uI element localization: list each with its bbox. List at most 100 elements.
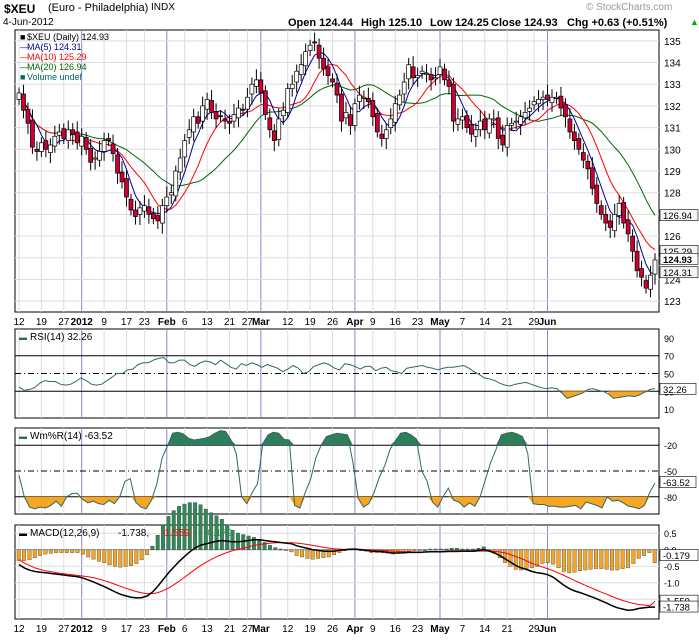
price-legend-marker: ■ (20, 32, 25, 42)
candle-down (271, 130, 277, 141)
candle-down (21, 93, 26, 111)
candle-down (589, 167, 595, 189)
macd-histogram-bar (22, 549, 27, 561)
macd-histogram-bar (439, 548, 443, 551)
macd-histogram-bar (139, 549, 144, 561)
macd-histogram-bar (262, 542, 267, 550)
candle-down (83, 137, 89, 150)
x-axis-tick-label: 17 (121, 317, 133, 328)
candle-down (119, 171, 125, 183)
macd-histogram-bar (48, 549, 53, 554)
macd-value-tag-label: -0.179 (663, 551, 690, 562)
macd-histogram-bar (198, 504, 203, 550)
macd-histogram-bar (214, 515, 219, 550)
macd-histogram-bar (529, 549, 534, 569)
candle-down (630, 235, 635, 252)
candle-down (115, 154, 120, 174)
rsi-legend-marker: ▬ (19, 333, 27, 342)
x-axis-tick-label: 12 (13, 317, 25, 328)
macd-histogram-bar (59, 549, 64, 553)
candle-up (56, 131, 62, 136)
macd-histogram-bar (150, 545, 155, 550)
low-label: Low 124.25 (430, 17, 489, 29)
x-axis-tick-label: 27 (242, 624, 254, 635)
candle-up (522, 112, 528, 119)
macd-histogram-bar (561, 549, 566, 572)
macd-histogram-bar (604, 549, 609, 570)
price-y-tick-label: 135 (664, 37, 681, 48)
candle-down (70, 129, 76, 135)
x-axis-tick-label: 27 (58, 624, 70, 635)
candle-down (133, 209, 138, 217)
macd-histogram-bar (54, 549, 59, 553)
x-axis-tick-label: 21 (224, 624, 236, 635)
macd-histogram-bar (38, 549, 43, 556)
candle-down (500, 134, 506, 146)
candle-down (625, 219, 631, 235)
price-legend-entry: MA(20) 126.94 (27, 62, 87, 72)
candle-down (482, 118, 488, 131)
candle-down (312, 41, 317, 44)
macd-y-tick-label: -1.0 (664, 579, 680, 589)
price-y-tick-label: 134 (664, 59, 681, 70)
macd-histogram-bar (455, 548, 459, 550)
candle-up (549, 96, 555, 104)
macd-histogram-bar (267, 545, 272, 550)
macd-histogram-bar (289, 549, 294, 553)
candle-up (357, 94, 362, 102)
macd-histogram-bar (519, 549, 524, 571)
price-y-tick-label: 123 (664, 297, 681, 308)
candle-down (334, 82, 340, 96)
price-y-tick-label: 129 (664, 167, 681, 178)
macd-histogram-bar (16, 549, 21, 561)
candle-down (639, 268, 644, 278)
macd-line (18, 539, 655, 612)
x-axis-tick-label: 9 (370, 624, 376, 635)
candle-up (92, 157, 98, 160)
x-axis-tick-label: Feb (158, 624, 176, 635)
price-legend-marker: ■ (20, 72, 25, 82)
x-axis-tick-label: 14 (479, 624, 491, 635)
macd-histogram-bar (636, 549, 641, 559)
candle-up (168, 192, 174, 196)
macd-histogram-bar (118, 549, 123, 568)
macd-histogram-bar (193, 502, 198, 550)
candle-up (477, 120, 483, 131)
x-axis-tick-label: May (430, 317, 450, 328)
candle-down (634, 250, 640, 272)
price-y-tick-label: 124 (664, 275, 681, 286)
x-axis-tick-label: 21 (502, 624, 514, 635)
macd-histogram-bar (273, 547, 278, 550)
candle-down (213, 110, 219, 120)
candle-down (146, 206, 152, 215)
candle-down (598, 205, 604, 215)
x-axis-tick-label: Apr (346, 317, 363, 328)
macd-histogram-bar (91, 549, 96, 560)
rsi-legend: RSI(14) 32.26 (30, 332, 93, 343)
macd-histogram-bar (422, 549, 427, 551)
candle-up (433, 77, 438, 80)
macd-legend-hist: -0.179 (204, 528, 233, 539)
x-axis-tick-label: 26 (327, 317, 339, 328)
macd-y-tick-label: 0.5 (664, 529, 677, 539)
price-y-tick-label: 131 (664, 124, 681, 135)
macd-histogram-bar (577, 549, 582, 571)
williams-y-tick-label: -20 (664, 441, 677, 451)
candle-up (173, 170, 179, 197)
price-y-tick-label: 128 (664, 189, 681, 200)
candle-up (554, 96, 559, 99)
candle-down (325, 66, 331, 76)
x-axis-tick-label: 19 (36, 624, 48, 635)
price-value-tag (659, 266, 699, 279)
x-axis-tick-label: 16 (390, 624, 402, 635)
close-label: Close 124.93 (491, 17, 558, 29)
candle-up (164, 196, 170, 207)
williams-overbought-fill (167, 430, 528, 446)
macd-value-tag-label: -1.738 (663, 603, 690, 614)
x-axis-tick-label: 13 (202, 317, 214, 328)
candle-down (25, 108, 31, 124)
x-axis-tick-label: 23 (412, 624, 424, 635)
candle-down (262, 90, 268, 115)
candle-down (428, 74, 434, 81)
